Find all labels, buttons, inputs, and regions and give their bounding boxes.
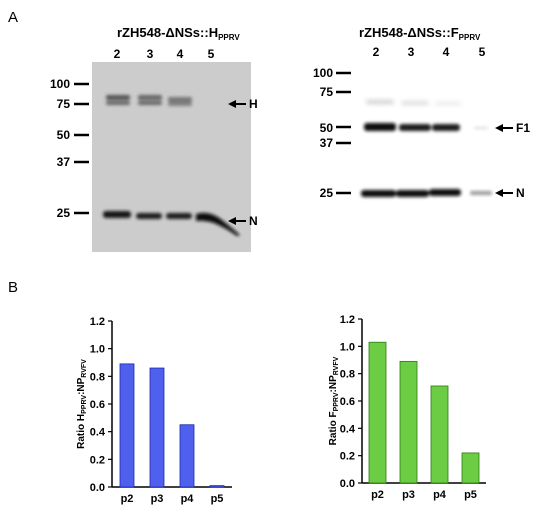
y-tick-label: 1.0 <box>90 344 105 356</box>
svg-text:25: 25 <box>320 186 334 200</box>
blot-f-lane-5: 5 <box>479 45 486 59</box>
blot-h-lane-3: 3 <box>147 47 154 61</box>
blot-f-label-f1: F1 <box>516 121 530 135</box>
blot-f-markers: 100 75 50 37 25 <box>313 66 351 200</box>
bar-chart-h-ratio: 0.0 0.2 0.4 0.6 0.8 1.0 1.2 p2 p3 p4 p5 Ratio HPPRV… <box>76 316 232 505</box>
bar-p2 <box>119 363 135 488</box>
y-tick-label: 0.6 <box>90 399 105 411</box>
x-tick-label-p2: p2 <box>121 493 134 505</box>
svg-text:50: 50 <box>57 128 71 142</box>
blot-f-arrow-n: N <box>495 186 525 200</box>
y-tick-label: 1.0 <box>340 341 355 353</box>
blot-h-lane-4: 4 <box>177 47 184 61</box>
blot-h-label-h: H <box>249 97 258 111</box>
blot-f-pprv: rZH548-ΔNSs::FPPRV 2 3 4 5 100 <box>313 25 530 248</box>
blot-f-bands-faint <box>366 100 461 105</box>
svg-text:100: 100 <box>50 77 70 91</box>
blot-h-membrane <box>92 62 251 252</box>
y-tick-label: 1.2 <box>90 316 105 328</box>
blot-f-title: rZH548-ΔNSs::FPPRV <box>359 25 481 42</box>
blot-f-lane-4: 4 <box>443 45 450 59</box>
x-tick-label-p4: p4 <box>181 493 195 505</box>
x-tick-label-p5: p5 <box>464 489 477 501</box>
svg-text:100: 100 <box>313 66 333 80</box>
blot-h-lane-2: 2 <box>114 47 121 61</box>
svg-text:25: 25 <box>57 206 71 220</box>
y-tick-label: 0.0 <box>90 482 105 494</box>
blot-h-bands-h <box>106 95 192 106</box>
svg-text:75: 75 <box>57 97 71 111</box>
blot-h-pprv: rZH548-ΔNSs::HPPRV 2 3 4 5 100 75 <box>50 25 258 252</box>
y-tick-label: 0.4 <box>340 423 356 435</box>
bar-p5 <box>209 485 225 488</box>
x-tick-label-p3: p3 <box>151 493 164 505</box>
blot-h-lane-5: 5 <box>208 47 215 61</box>
x-tick-label-p2: p2 <box>371 489 384 501</box>
svg-text:37: 37 <box>320 136 334 150</box>
blot-h-membrane-sheen <box>92 62 251 252</box>
bar-p4 <box>430 385 449 484</box>
x-tick-label-p3: p3 <box>402 489 415 501</box>
bar-p3 <box>399 360 418 484</box>
y-tick-label: 1.2 <box>340 314 355 326</box>
bar-chart-f-ratio: 0.0 0.2 0.4 0.6 0.8 1.0 1.2 p2 p3 p4 p5 Ratio FPPRV… <box>328 314 486 501</box>
blot-f-lane-3: 3 <box>408 45 415 59</box>
y-tick-label: 0.8 <box>90 371 105 383</box>
svg-text:75: 75 <box>320 85 334 99</box>
blot-h-arrow-h: H <box>228 97 258 111</box>
bar-p2 <box>368 341 387 484</box>
y-tick-label: 0.8 <box>340 369 355 381</box>
bar-p3 <box>149 367 165 488</box>
y-tick-label: 0.4 <box>90 427 106 439</box>
svg-text:50: 50 <box>320 121 334 135</box>
bar-p5 <box>461 452 480 484</box>
x-tick-label-p4: p4 <box>433 489 447 501</box>
blot-f-arrow-f1: F1 <box>495 121 530 135</box>
blot-h-bands-n <box>103 211 240 236</box>
blot-f-bands-n <box>361 189 492 197</box>
blot-f-bands-f1 <box>364 123 488 131</box>
blot-h-title: rZH548-ΔNSs::HPPRV <box>117 25 240 42</box>
panel-label-b: B <box>8 279 18 296</box>
x-tick-label-p5: p5 <box>211 493 224 505</box>
svg-text:37: 37 <box>57 155 71 169</box>
y-tick-label: 0.6 <box>340 396 355 408</box>
panel-label-a: A <box>8 9 18 26</box>
blot-h-markers: 100 75 50 37 25 <box>50 77 89 220</box>
blot-f-label-n: N <box>516 186 525 200</box>
blot-f-lane-2: 2 <box>373 45 380 59</box>
y-tick-label: 0.0 <box>340 478 355 490</box>
y-axis-label: Ratio HPPRV:NPRVFV <box>76 359 88 449</box>
bar-p4 <box>179 424 195 488</box>
blot-h-arrow-n: N <box>228 214 258 228</box>
y-axis-label: Ratio FPPRV:NPRVFV <box>328 356 340 445</box>
blot-f-membrane <box>357 62 500 248</box>
y-tick-label: 0.2 <box>90 454 105 466</box>
blot-h-label-n: N <box>249 214 258 228</box>
y-tick-label: 0.2 <box>340 451 355 463</box>
